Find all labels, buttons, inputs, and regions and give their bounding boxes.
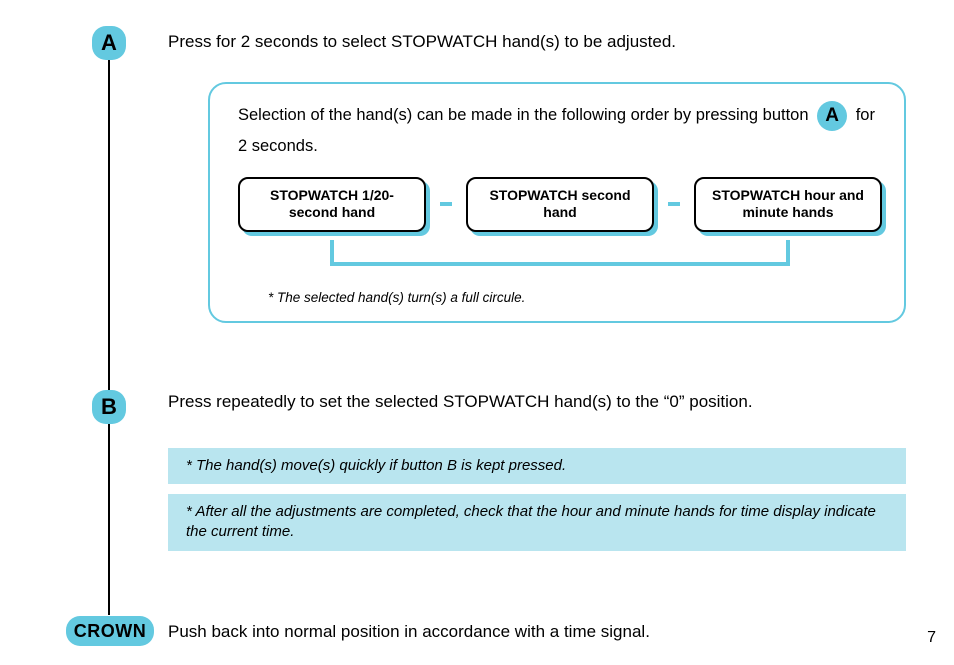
manual-page: A B CROWN Press for 2 seconds to select …	[0, 0, 954, 665]
button-a-badge: A	[92, 26, 126, 60]
step-connector-line	[108, 60, 110, 615]
hand-box-1-20-second: STOPWATCH 1/20-second hand	[238, 177, 426, 232]
inline-button-a-badge: A	[817, 101, 847, 131]
cycle-line-icon	[238, 240, 882, 280]
hand-box-hour-minute: STOPWATCH hour and minute hands	[694, 177, 882, 232]
hand-box-second: STOPWATCH second hand	[466, 177, 654, 232]
cycle-footnote: * The selected hand(s) turn(s) a full ci…	[238, 290, 882, 305]
page-number: 7	[927, 629, 936, 647]
crown-badge: CROWN	[66, 616, 154, 646]
step-crown-text: Push back into normal position in accord…	[168, 620, 914, 644]
selection-intro: Selection of the hand(s) can be made in …	[238, 100, 882, 163]
button-b-badge: B	[92, 390, 126, 424]
selection-intro-pre: Selection of the hand(s) can be made in …	[238, 106, 809, 124]
sequence-dash-icon	[440, 202, 452, 206]
step-b-text: Press repeatedly to set the selected STO…	[168, 390, 914, 414]
sequence-dash-icon	[668, 202, 680, 206]
step-a-text: Press for 2 seconds to select STOPWATCH …	[168, 30, 914, 54]
cycle-connector	[238, 240, 882, 280]
note-bar-2: * After all the adjustments are complete…	[168, 494, 906, 551]
note-bar-1: * The hand(s) move(s) quickly if button …	[168, 448, 906, 484]
hand-sequence-row: STOPWATCH 1/20-second hand STOPWATCH sec…	[238, 177, 882, 232]
selection-order-box: Selection of the hand(s) can be made in …	[208, 82, 906, 323]
